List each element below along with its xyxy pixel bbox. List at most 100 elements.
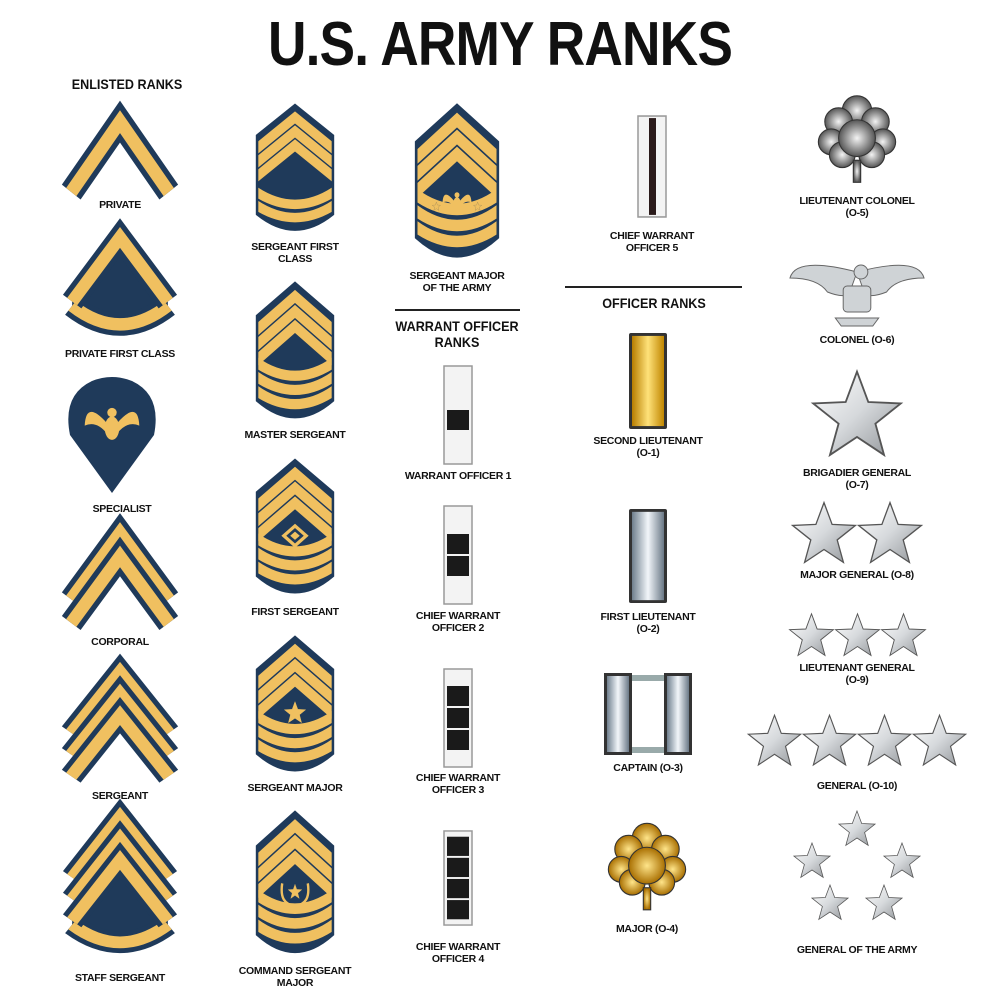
rank-label: LIEUTENANT COLONEL (O-5) [772,195,942,219]
rank-label-line: COLONEL (O-6) [819,334,895,346]
eagle-mark [84,407,140,440]
square-mark [447,857,469,878]
chevron-icon [61,513,179,631]
rank-lieutenant-general [785,612,930,658]
star-mark [787,612,835,657]
rank-lieutenant-colonel [811,90,903,190]
senior-chevron-icon [255,103,335,231]
rank-label: COLONEL (O-6) [772,334,942,346]
chevron-mark [66,683,174,759]
rank-label-line: CAPTAIN (O-3) [613,762,683,774]
rocker-mark [258,710,332,735]
rank-label-line: OF THE ARMY [422,282,492,294]
rank-label-line: OFFICER 5 [625,242,679,254]
square-mark [447,900,469,920]
warrant-bar-icon [443,505,473,605]
rocker-mark [258,724,332,749]
chevron-mark [258,819,332,867]
warrant-officer-ranks-heading: WARRANT OFFICER RANKS [385,318,529,350]
chevron-mark [258,289,332,336]
warrant-bar-icon [443,668,473,768]
rocker-mark [258,547,332,571]
senior-chevron-icon [414,103,500,258]
chevron-mark [258,850,332,898]
chevron-mark [66,110,174,197]
rank-label-line: FIRST LIEUTENANT [600,611,696,623]
chevron-mark [258,125,332,168]
chevron-mark [67,828,173,903]
eagle-mark [442,192,472,211]
five-star-pentagon-icon [792,809,922,921]
rank-label: MASTER SERGEANT [210,429,380,441]
rank-chief-warrant-officer-5 [637,115,667,218]
chevron-mark [258,319,332,366]
star-mark [856,713,913,767]
square-mark [447,708,469,728]
star-mark [879,612,927,657]
rank-label-line: PRIVATE [99,199,141,211]
rocker-mark [258,357,332,381]
rank-label-line: SERGEANT [92,790,148,802]
rocker-mark [258,889,332,914]
star-mark [801,713,858,767]
rank-major-general [787,500,927,566]
rank-label-line: STAFF SERGEANT [74,972,166,984]
chevron-mark [66,522,174,604]
rank-general-of-the-army [787,809,927,921]
rank-label: SECOND LIEUTENANT (O-1) [563,435,733,459]
field-fill [72,237,168,328]
rank-label-line: OFFICER 4 [431,953,485,965]
star-mark [473,201,483,211]
rank-label-line: GENERAL OF THE ARMY [796,944,918,956]
star-mark [864,883,904,921]
star-mark [882,841,922,879]
rocker-mark [417,204,497,231]
rank-label: FIRST LIEUTENANT (O-2) [563,611,733,635]
rank-label: MAJOR (O-4) [562,923,732,935]
rank-label: CHIEF WARRANT OFFICER 2 [373,610,543,634]
chevron-mark [258,834,332,883]
square-mark [447,410,469,430]
star-mark [911,713,968,767]
rank-label-line: WARRANT OFFICER 1 [404,470,512,482]
rank-chief-warrant-officer-4 [443,830,473,926]
divider [565,286,742,288]
diamond-mark [281,523,309,548]
rank-label-line: FIRST SERGEANT [251,606,339,618]
rocker-mark [417,220,497,247]
chevron-mark [258,139,332,182]
rocker-mark [258,200,332,223]
rank-label-line: SPECIALIST [92,503,152,515]
silver-eagle-icon [789,264,925,327]
rank-label: CAPTAIN (O-3) [563,762,733,774]
gold-oak-leaf-icon [607,822,687,911]
chevron-mark [67,850,173,925]
rocker-mark [258,561,332,585]
senior-chevron-icon [255,810,335,954]
senior-chevron-icon [255,458,335,594]
star-mark [833,612,881,657]
chevron-mark [67,226,173,306]
rank-label: STAFF SERGEANT [35,972,205,984]
rocker-mark [258,187,332,210]
rank-label-line: CHIEF WARRANT [415,610,501,622]
rank-label-line: MAJOR (O-4) [615,923,679,935]
rank-label-line: (O-7) [845,479,869,491]
rank-command-sergeant-major [255,810,335,960]
rank-label: COMMAND SERGEANT MAJOR [210,965,380,989]
rank-label: PRIVATE FIRST CLASS [35,348,205,360]
chevron-rocker-icon [62,798,178,953]
chevron-mark [258,658,332,704]
rank-first-sergeant [255,458,335,600]
rank-label-line: SERGEANT MAJOR [409,270,505,282]
rocker-mark [258,385,332,410]
chevron-mark [417,129,497,181]
silver-bar-icon [629,508,667,604]
chevron-mark [258,111,332,154]
rank-corporal [61,513,179,638]
rank-label-line: PRIVATE FIRST CLASS [64,348,175,360]
rank-label-line: LIEUTENANT GENERAL [799,662,915,674]
officer-ranks-heading: OFFICER RANKS [602,295,706,311]
star-mark [746,713,803,767]
rank-label: LIEUTENANT GENERAL (O-9) [772,662,942,686]
